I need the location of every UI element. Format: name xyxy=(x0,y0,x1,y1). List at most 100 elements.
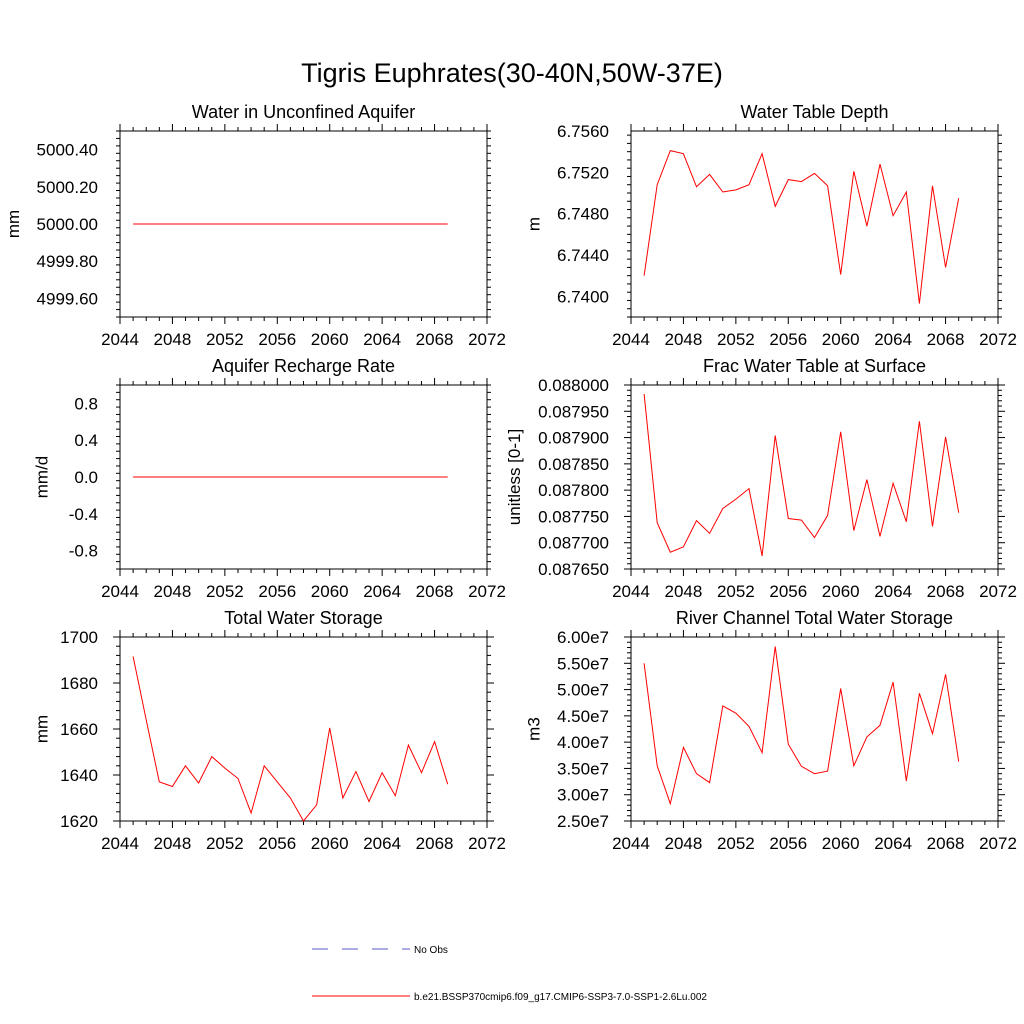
series-line xyxy=(643,393,960,556)
y-tick-label: -0.8 xyxy=(69,542,98,561)
panel-title: River Channel Total Water Storage xyxy=(676,608,953,628)
figure-title: Tigris Euphrates(30-40N,50W-37E) xyxy=(301,58,723,88)
x-tick-label: 2052 xyxy=(206,330,244,349)
x-tick-label: 2068 xyxy=(927,582,965,601)
y-tick-label: 6.00e7 xyxy=(557,628,609,647)
x-tick-label: 2068 xyxy=(927,834,965,853)
x-tick-label: 2064 xyxy=(874,330,912,349)
y-axis-label: mm/d xyxy=(33,456,52,499)
y-tick-label: 0.087900 xyxy=(538,429,609,448)
x-tick-label: 2056 xyxy=(769,834,807,853)
y-tick-label: 5.00e7 xyxy=(557,681,609,700)
panel-1: 2044 2048 2052 2056 2060 2064 2068 2072 4999.60 4… xyxy=(4,102,506,349)
x-tick-label: 2052 xyxy=(206,582,244,601)
panel-title: Water Table Depth xyxy=(740,102,888,122)
x-tick-label: 2048 xyxy=(154,834,192,853)
panel-title: Water in Unconfined Aquifer xyxy=(192,102,415,122)
legend-model-label: b.e21.BSSP370cmip6.f09_g17.CMIP6-SSP3-7.… xyxy=(414,992,707,1003)
y-tick-label: 6.7400 xyxy=(557,287,609,306)
panels: 2044 2048 2052 2056 2060 2064 2068 2072 4999.60 4… xyxy=(4,102,1017,853)
x-tick-label: 2068 xyxy=(416,582,454,601)
x-tick-label: 2060 xyxy=(822,834,860,853)
y-tick-label: 5000.20 xyxy=(37,178,98,197)
y-tick-label: 1660 xyxy=(60,720,98,739)
y-tick-label: 2.50e7 xyxy=(557,812,609,831)
y-tick-label: 6.7560 xyxy=(557,122,609,141)
legend-no-obs-label: No Obs xyxy=(414,945,448,956)
y-tick-label: 4999.60 xyxy=(37,289,98,308)
x-tick-label: 2048 xyxy=(154,582,192,601)
x-tick-label: 2060 xyxy=(311,582,349,601)
y-tick-label: 0.8 xyxy=(74,394,98,413)
x-tick-label: 2044 xyxy=(612,582,650,601)
y-axis-label: mm xyxy=(4,210,23,238)
y-tick-label: 0.088000 xyxy=(538,376,609,395)
plot-frame xyxy=(630,636,999,822)
x-tick-label: 2056 xyxy=(769,330,807,349)
x-tick-label: 2052 xyxy=(206,834,244,853)
x-tick-label: 2072 xyxy=(979,834,1017,853)
y-tick-label: 4.50e7 xyxy=(557,707,609,726)
y-tick-label: 1620 xyxy=(60,812,98,831)
x-tick-label: 2044 xyxy=(101,330,139,349)
y-axis-label: mm xyxy=(33,715,52,743)
y-tick-label: 0.087650 xyxy=(538,560,609,579)
panel-6: 2044 2048 2052 2056 2060 2064 2068 2072 2.50e7 3.… xyxy=(524,608,1017,853)
legend: No Obs b.e21.BSSP370cmip6.f09_g17.CMIP6-… xyxy=(312,945,707,1003)
y-axis-label: m3 xyxy=(524,717,543,741)
y-tick-label: 3.00e7 xyxy=(557,786,609,805)
y-tick-label: 4.00e7 xyxy=(557,733,609,752)
x-tick-label: 2048 xyxy=(154,330,192,349)
x-tick-label: 2060 xyxy=(311,330,349,349)
y-tick-label: 1680 xyxy=(60,674,98,693)
y-tick-label: 0.087700 xyxy=(538,534,609,553)
x-tick-label: 2048 xyxy=(665,582,703,601)
y-tick-label: 6.7520 xyxy=(557,163,609,182)
y-tick-label: 0.087800 xyxy=(538,481,609,500)
x-tick-label: 2052 xyxy=(717,330,755,349)
series-line xyxy=(132,656,449,822)
x-tick-label: 2072 xyxy=(979,330,1017,349)
panel-5: 2044 2048 2052 2056 2060 2064 2068 2072 1620 1640… xyxy=(33,608,506,853)
panel-title: Total Water Storage xyxy=(224,608,382,628)
y-tick-label: 1700 xyxy=(60,628,98,647)
y-tick-label: 6.7480 xyxy=(557,205,609,224)
y-tick-label: 5.50e7 xyxy=(557,654,609,673)
x-tick-label: 2056 xyxy=(258,330,296,349)
plot-frame xyxy=(630,130,999,318)
panel-4: 2044 2048 2052 2056 2060 2064 2068 2072 0.087650… xyxy=(505,356,1017,601)
x-tick-label: 2044 xyxy=(101,834,139,853)
y-tick-label: 0.4 xyxy=(74,431,98,450)
x-tick-label: 2064 xyxy=(874,834,912,853)
y-tick-label: 0.087950 xyxy=(538,402,609,421)
x-tick-label: 2072 xyxy=(468,582,506,601)
x-tick-label: 2056 xyxy=(258,834,296,853)
x-tick-label: 2064 xyxy=(363,834,401,853)
series-line xyxy=(643,646,960,806)
x-tick-label: 2068 xyxy=(416,834,454,853)
x-tick-label: 2072 xyxy=(979,582,1017,601)
x-tick-label: 2068 xyxy=(416,330,454,349)
y-tick-label: 6.7440 xyxy=(557,246,609,265)
x-tick-label: 2068 xyxy=(927,330,965,349)
panel-title: Frac Water Table at Surface xyxy=(703,356,926,376)
y-tick-label: 0.087750 xyxy=(538,507,609,526)
x-tick-label: 2060 xyxy=(822,582,860,601)
y-axis-label: m xyxy=(524,217,543,231)
x-tick-label: 2052 xyxy=(717,582,755,601)
x-tick-label: 2048 xyxy=(665,330,703,349)
series-line xyxy=(643,150,960,304)
y-axis-label: unitless [0-1] xyxy=(505,429,524,525)
y-tick-label: 0.0 xyxy=(74,468,98,487)
x-tick-label: 2044 xyxy=(612,330,650,349)
x-tick-label: 2048 xyxy=(665,834,703,853)
x-tick-label: 2072 xyxy=(468,330,506,349)
panel-3: 2044 2048 2052 2056 2060 2064 2068 2072 -0.8 -0.4… xyxy=(33,356,506,601)
x-tick-label: 2060 xyxy=(822,330,860,349)
y-tick-label: 4999.80 xyxy=(37,252,98,271)
x-tick-label: 2072 xyxy=(468,834,506,853)
x-tick-label: 2056 xyxy=(769,582,807,601)
x-tick-label: 2064 xyxy=(363,582,401,601)
panel-title: Aquifer Recharge Rate xyxy=(212,356,395,376)
